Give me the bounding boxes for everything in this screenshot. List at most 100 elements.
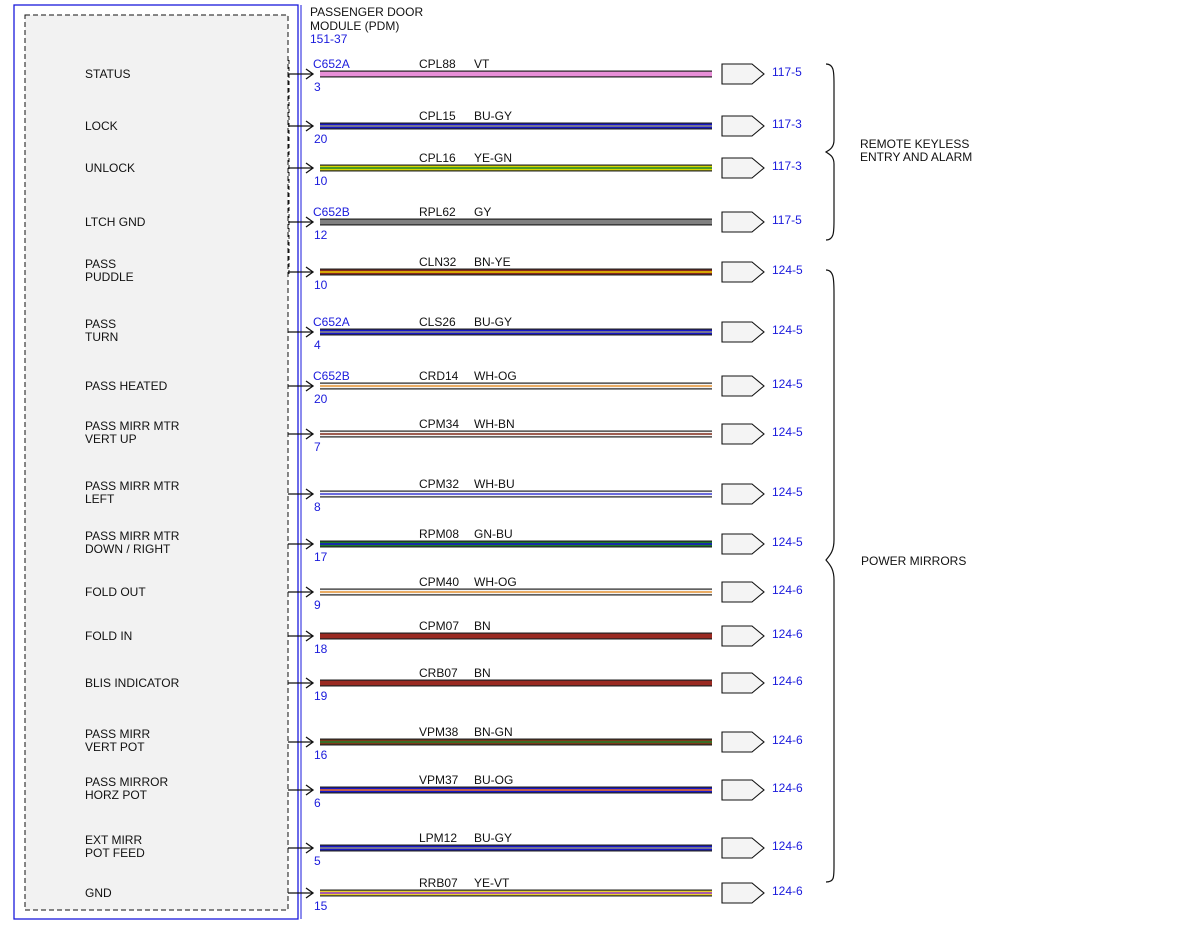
circuit-id: LPM12 [419,831,457,845]
pin-number: 19 [314,689,328,703]
destination-ref: 117-5 [772,65,802,79]
circuit-id: RPL62 [419,205,456,219]
destination-ref: 124-6 [772,627,803,641]
wire-color-code: BU-GY [474,109,512,123]
pin-arrow [305,842,315,854]
module-body [24,14,289,911]
wire-stripe-color [320,741,712,743]
pin-function-label: VERT POT [85,740,145,754]
wire-color-code: WH-BU [474,477,515,491]
wire-stripe-color [320,385,712,387]
destination-connector [721,375,765,397]
pin-arrow [305,488,315,500]
pin-arrow [305,266,315,278]
pin-number: 6 [314,796,321,810]
pin-arrow [305,784,315,796]
circuit-id: CPL88 [419,57,456,71]
destination-ref: 124-6 [772,583,803,597]
brace-rke [824,63,835,241]
connector-label: C652A [313,57,350,71]
destination-ref: 124-5 [772,323,803,337]
wire-color-code: BU-GY [474,831,512,845]
wire-color-code: WH-OG [474,575,517,589]
pin-number: 10 [314,278,328,292]
group-label-rke-line2: ENTRY AND ALARM [860,150,972,164]
wire-color-code: YE-VT [474,876,510,890]
pin-arrow [305,216,315,228]
pin-number: 8 [314,500,321,514]
pin-function-label: FOLD OUT [85,585,146,599]
circuit-id: CLN32 [419,255,457,269]
wire-color-code: VT [474,57,490,71]
pin-function-label: TURN [85,330,118,344]
pin-function-label: LTCH GND [85,215,146,229]
pin-number: 3 [314,80,321,94]
wire-color-code: BN [474,619,491,633]
destination-connector [721,115,765,137]
wire-stripe-color [320,167,712,169]
pin-arrow [305,428,315,440]
destination-ref: 117-5 [772,213,802,227]
wire-color-code: BN-GN [474,725,513,739]
wire-color-code: WH-BN [474,417,515,431]
destination-ref: 117-3 [772,159,802,173]
destination-connector [721,261,765,283]
wire-color-code: BU-GY [474,315,512,329]
pin-number: 16 [314,748,328,762]
pin-function-label: PASS HEATED [85,379,168,393]
pin-function-label: LOCK [85,119,118,133]
connector-label: C652A [313,315,350,329]
pin-arrow [305,68,315,80]
destination-connector [721,63,765,85]
wire-stripe-color [320,847,712,849]
destination-ref: 124-5 [772,377,803,391]
pin-function-label: FOLD IN [85,629,132,643]
destination-connector [721,533,765,555]
pin-function-label: PASS [85,257,116,271]
destination-connector [721,321,765,343]
destination-connector [721,581,765,603]
destination-ref: 124-5 [772,263,803,277]
wire-stripe-color [320,789,712,791]
group-label-mirrors: POWER MIRRORS [861,554,966,568]
wire-stripe-color [320,892,712,894]
pin-number: 20 [314,392,328,406]
pin-arrow [305,120,315,132]
pin-function-label: EXT MIRR [85,833,142,847]
pin-arrow [305,887,315,899]
wire-base-color [320,71,712,77]
circuit-id: CRD14 [419,369,459,383]
wire-color-code: GY [474,205,491,219]
pin-number: 20 [314,132,328,146]
connector-label: C652B [313,369,350,383]
wire-stripe-color [320,125,712,127]
circuit-id: VPM38 [419,725,459,739]
wire-base-color [320,680,712,686]
destination-connector [721,882,765,904]
module-title-line1: PASSENGER DOOR [310,5,423,19]
pin-number: 4 [314,338,321,352]
wire-stripe-color [320,271,712,273]
wire-base-color [320,633,712,639]
pin-function-label: DOWN / RIGHT [85,542,171,556]
pin-number: 12 [314,228,328,242]
pin-number: 17 [314,550,328,564]
destination-connector [721,779,765,801]
wire-stripe-color [320,433,712,435]
pin-function-label: LEFT [85,492,115,506]
pin-number: 15 [314,899,328,913]
pin-function-label: PASS [85,317,116,331]
destination-connector [721,423,765,445]
wire-stripe-color [320,591,712,593]
pin-number: 10 [314,174,328,188]
destination-connector [721,625,765,647]
pin-number: 7 [314,440,321,454]
pin-function-label: GND [85,886,112,900]
circuit-id: RPM08 [419,527,459,541]
pin-function-label: HORZ POT [85,788,148,802]
wire-color-code: YE-GN [474,151,512,165]
pin-arrow [305,538,315,550]
destination-ref: 124-6 [772,674,803,688]
circuit-id: CPM32 [419,477,459,491]
